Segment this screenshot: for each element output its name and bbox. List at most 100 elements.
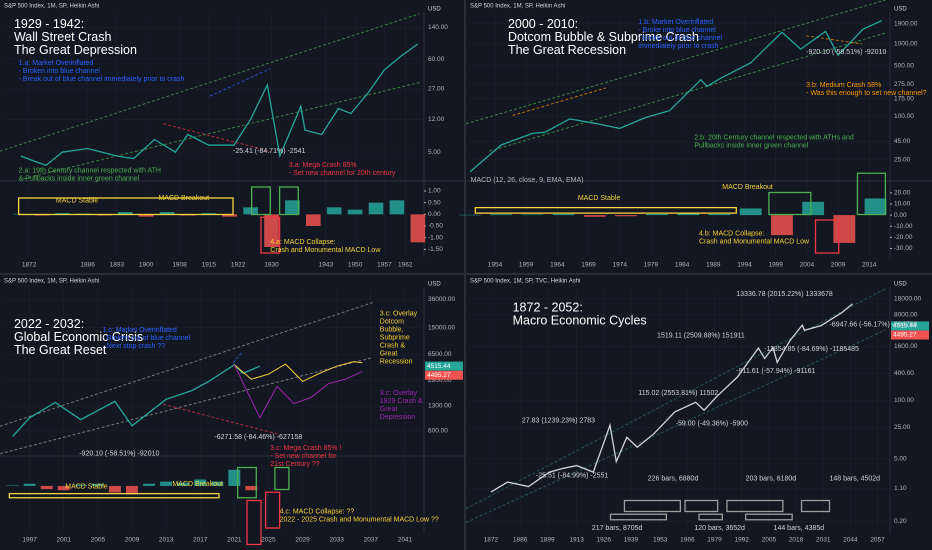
x-tick-label: 2004 [800, 262, 815, 269]
x-tick-label: 2025 [261, 537, 276, 544]
macd-bar [74, 484, 87, 486]
annotation: 3.c: Overlay [380, 390, 418, 397]
macd-bar [138, 214, 154, 217]
y-tick-label: 1600.00 [894, 343, 918, 350]
macd-bar [228, 469, 241, 486]
price-tag-label: 4495.27 [893, 332, 917, 339]
annotation: Crash and Monumental MACD Low [699, 239, 810, 246]
annotation: 4.b: MACD Collapse: [699, 231, 764, 238]
annotation: 27.83 (1239.23%) 2783 [522, 418, 595, 425]
y-tick-label: 5.00 [428, 149, 441, 156]
y-tick-label: 1300.00 [428, 403, 452, 410]
highlight-box [623, 499, 682, 513]
highlight-box [8, 492, 220, 499]
macd-tick-label: -1.00 [428, 234, 443, 241]
macd-bar [802, 201, 825, 216]
x-tick-label: 1954 [488, 262, 503, 269]
macd-bar [708, 214, 731, 216]
macd-bar [646, 214, 669, 216]
x-tick-label: 2005 [91, 537, 106, 544]
y-tick-label: 400.00 [894, 370, 914, 377]
y-tick-label: 275.00 [894, 81, 914, 88]
panel-title: Dotcom Bubble & Subprime Crash [508, 30, 699, 44]
x-tick-label: 1974 [612, 262, 627, 269]
annotation: MACD Stable [65, 484, 108, 491]
x-tick-label: 2044 [843, 537, 858, 544]
y-tick-label: 60.00 [428, 56, 445, 63]
x-tick-label: 2001 [56, 537, 71, 544]
y-tick-label: 5.00 [894, 455, 907, 462]
annotation: Crash and Monumental MACD Low [270, 247, 381, 254]
y-tick-label: 500.00 [894, 62, 914, 69]
annotation: MACD Breakout [158, 195, 209, 202]
x-tick-label: 1926 [597, 537, 612, 544]
panel-title: 2022 - 2032: [14, 317, 84, 331]
macd-bar [222, 214, 238, 217]
annotation: Great [380, 350, 398, 357]
macd-bar [771, 215, 793, 236]
macd-bar [117, 212, 133, 215]
annotation: 13336.78 (2015.22%) 1333678 [736, 291, 833, 298]
macd-bar [194, 479, 207, 486]
highlight-box [474, 206, 737, 214]
annotation: -920.10 (-58.51%) -92010 [79, 451, 159, 458]
channel-line [162, 403, 280, 435]
channel-line [0, 357, 373, 455]
x-tick-label: 1886 [513, 537, 528, 544]
macd-bar [211, 481, 224, 486]
annotation: MACD Breakout [722, 184, 773, 191]
x-tick-label: 1966 [680, 537, 695, 544]
y-tick-label: 175.00 [894, 95, 914, 102]
macd-bar [40, 485, 53, 490]
channel-line [209, 68, 271, 97]
annotation: Recession [380, 358, 413, 365]
macd-bar [201, 213, 217, 215]
x-tick-label: 1992 [734, 537, 749, 544]
highlight-box [260, 216, 281, 254]
annotation: Dotcom [380, 318, 404, 325]
y-tick-label: 100.00 [894, 397, 914, 404]
macd-tick-label: 0.00 [894, 212, 907, 219]
macd-bar [125, 485, 138, 495]
price-tag-label: 4515.44 [427, 363, 451, 370]
annotation: 148 bars, 4502d [829, 475, 880, 482]
macd-tick-label: -0.50 [428, 223, 443, 230]
highlight-box [684, 499, 719, 513]
annotation: 3.c: Overlay [380, 310, 418, 317]
axis-unit: USD [428, 282, 441, 288]
x-tick-label: 2009 [831, 262, 846, 269]
annotation: 115.02 (2553.81%) 11502 [638, 390, 718, 397]
macd-bar [552, 214, 575, 216]
annotation: MACD Breakout [172, 481, 223, 488]
highlight-box [698, 513, 723, 521]
annotation: -920.10 (-58.51%) -92010 [806, 49, 886, 56]
x-tick-label: 2031 [816, 537, 831, 544]
annotation: 120 bars, 3652d [694, 525, 745, 532]
panel-title: 1872 - 2052: [513, 300, 583, 314]
channel-line [512, 87, 606, 116]
macd-bar [410, 214, 426, 243]
annotation: - Set new channel for [270, 453, 337, 460]
macd-bar [160, 481, 173, 486]
x-tick-label: 2037 [364, 537, 379, 544]
macd-tick-label: -1.50 [428, 246, 443, 253]
price-tag [425, 361, 463, 371]
channel-line [23, 82, 420, 180]
channel-line [0, 302, 373, 427]
annotation: - Broke into blue channel [638, 27, 716, 34]
highlight-box [246, 499, 262, 546]
channel-line [465, 0, 886, 125]
panel: S&P 500 Index, 1M, SP, Heikin Ashi USD 190… [459, 0, 932, 269]
macd-tick-label: -20.00 [894, 234, 913, 241]
x-tick-label: 1957 [377, 262, 392, 269]
annotation: 21st Century ?? [270, 461, 320, 468]
annotation: 2022 - 2025 Crash and Monumental MACD Lo… [280, 516, 439, 523]
y-tick-label: 25.00 [894, 424, 911, 431]
highlight-box [800, 499, 831, 513]
x-tick-label: 1893 [110, 262, 125, 269]
annotation: Crash & [380, 342, 406, 349]
x-tick-label: 1999 [768, 262, 783, 269]
x-tick-label: 1886 [80, 262, 95, 269]
channel-line [806, 35, 863, 45]
annotation: Depression [380, 414, 416, 421]
